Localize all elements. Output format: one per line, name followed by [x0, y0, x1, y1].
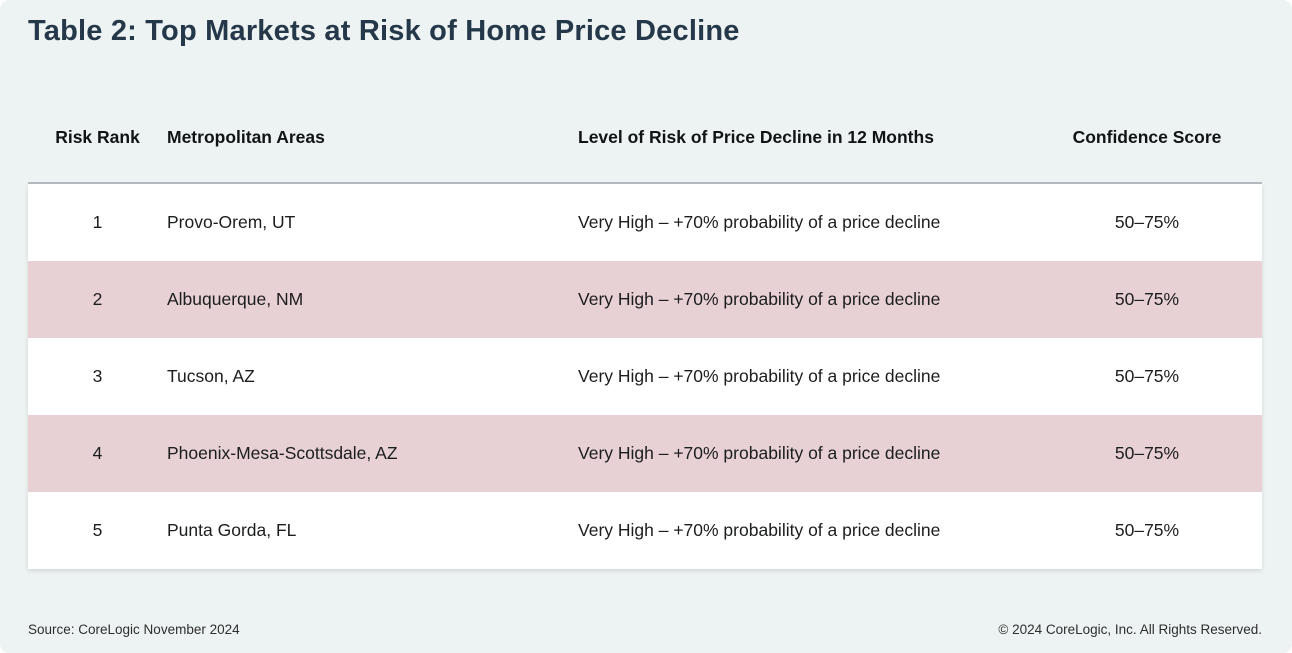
cell-risk-level: Very High – +70% probability of a price …: [578, 519, 941, 540]
cell-risk-rank: 2: [92, 288, 103, 309]
cell-confidence-score: 50–75%: [1114, 288, 1180, 309]
footer: Source: CoreLogic November 2024 © 2024 C…: [28, 622, 1262, 637]
cell-risk-rank: 5: [92, 519, 103, 540]
cell-risk-level: Very High – +70% probability of a price …: [578, 365, 941, 386]
column-header-confidence-score: Confidence Score: [1072, 126, 1222, 147]
column-header-risk-rank: Risk Rank: [55, 126, 140, 147]
cell-metro-area: Albuquerque, NM: [167, 288, 304, 309]
table-row: 2 Albuquerque, NM Very High – +70% proba…: [28, 260, 1262, 338]
cell-confidence-score: 50–75%: [1114, 365, 1180, 386]
cell-risk-level: Very High – +70% probability of a price …: [578, 442, 941, 463]
table-row: 5 Punta Gorda, FL Very High – +70% proba…: [28, 491, 1262, 569]
cell-confidence-score: 50–75%: [1114, 211, 1180, 232]
cell-metro-area: Provo-Orem, UT: [167, 211, 296, 232]
copyright-note: © 2024 CoreLogic, Inc. All Rights Reserv…: [998, 622, 1262, 637]
page-title: Table 2: Top Markets at Risk of Home Pri…: [28, 15, 740, 47]
column-header-metro-areas: Metropolitan Areas: [167, 126, 325, 147]
column-header-risk-level: Level of Risk of Price Decline in 12 Mon…: [578, 126, 934, 147]
cell-confidence-score: 50–75%: [1114, 442, 1180, 463]
cell-risk-rank: 1: [92, 211, 103, 232]
cell-risk-rank: 3: [92, 365, 103, 386]
table-header-row: Risk Rank Metropolitan Areas Level of Ri…: [28, 125, 1262, 184]
table-row: 1 Provo-Orem, UT Very High – +70% probab…: [28, 183, 1262, 261]
cell-confidence-score: 50–75%: [1114, 519, 1180, 540]
cell-risk-level: Very High – +70% probability of a price …: [578, 211, 941, 232]
risk-table: 1 Provo-Orem, UT Very High – +70% probab…: [28, 183, 1262, 569]
cell-risk-level: Very High – +70% probability of a price …: [578, 288, 941, 309]
cell-metro-area: Phoenix-Mesa-Scottsdale, AZ: [167, 442, 398, 463]
table-row: 3 Tucson, AZ Very High – +70% probabilit…: [28, 337, 1262, 415]
cell-metro-area: Tucson, AZ: [167, 365, 255, 386]
source-note: Source: CoreLogic November 2024: [28, 622, 240, 637]
cell-metro-area: Punta Gorda, FL: [167, 519, 297, 540]
cell-risk-rank: 4: [92, 442, 103, 463]
table-row: 4 Phoenix-Mesa-Scottsdale, AZ Very High …: [28, 414, 1262, 492]
